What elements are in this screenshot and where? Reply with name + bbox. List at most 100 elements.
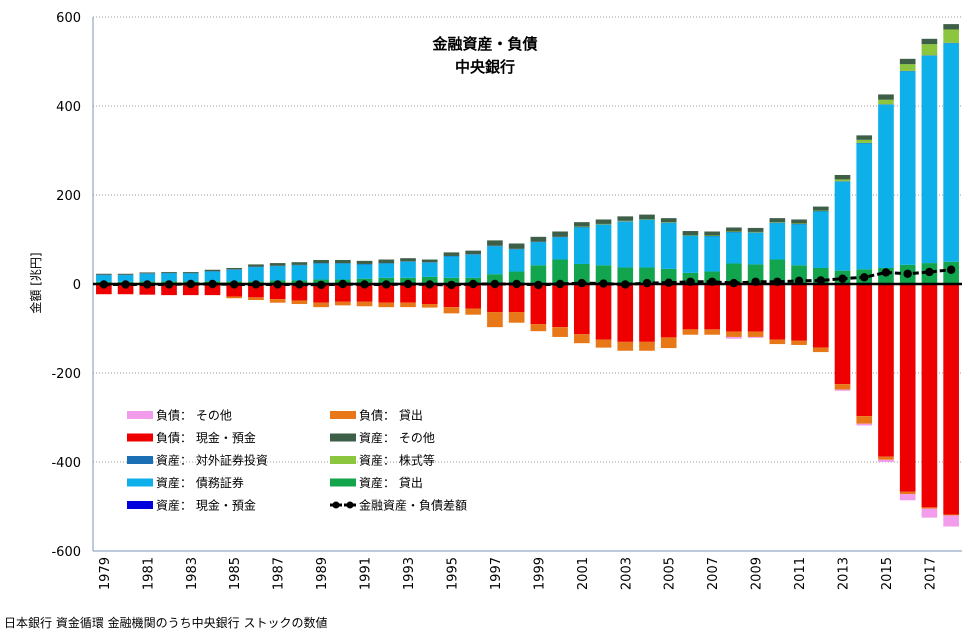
bar-segment xyxy=(639,267,655,284)
bar-segment xyxy=(400,302,416,308)
bar-segment xyxy=(617,284,634,342)
balance-point xyxy=(555,279,565,289)
bar-segment xyxy=(573,227,590,264)
bar-segment xyxy=(791,340,807,345)
bar-segment xyxy=(639,219,655,268)
bar-segment xyxy=(660,268,677,284)
bar-segment xyxy=(291,264,308,266)
bar-segment xyxy=(313,284,329,303)
bar-segment xyxy=(573,226,590,228)
bar-segment xyxy=(595,339,612,348)
balance-point xyxy=(338,279,348,289)
balance-point xyxy=(143,280,152,289)
bar-segment xyxy=(617,267,634,284)
legend-label: 資産： その他 xyxy=(359,430,435,445)
bar-segment xyxy=(682,329,699,335)
balance-point xyxy=(230,280,239,289)
bar-segment xyxy=(791,223,807,225)
bar-segment xyxy=(617,220,634,222)
bar-segment xyxy=(704,284,720,330)
bar-segment xyxy=(812,211,829,268)
bar-segment xyxy=(552,284,568,328)
bar-segment xyxy=(595,265,612,284)
balance-point xyxy=(707,277,717,286)
bar-segment xyxy=(791,219,807,224)
legend-label: 負債： その他 xyxy=(156,408,232,423)
bar-segment xyxy=(313,263,329,264)
legend-label: 資産： 株式等 xyxy=(359,453,435,468)
bar-segment xyxy=(313,263,329,280)
bar-segment xyxy=(856,416,873,424)
bar-segment xyxy=(812,210,829,212)
legend-swatch xyxy=(330,433,356,442)
bar-segment xyxy=(269,266,286,281)
bar-segment xyxy=(704,236,720,272)
legend-swatch xyxy=(127,501,153,509)
x-tick-label: 1997 xyxy=(489,557,504,590)
bar-segment xyxy=(943,514,959,516)
bar-segment xyxy=(682,235,699,236)
bar-segment xyxy=(356,263,373,265)
bar-segment xyxy=(182,271,199,273)
bar-segment xyxy=(182,284,199,296)
bar-segment xyxy=(747,331,764,337)
bar-segment xyxy=(921,55,938,264)
bar-segment xyxy=(508,249,525,272)
y-tick-label: -600 xyxy=(51,545,81,560)
bar-segment xyxy=(682,235,699,236)
bar-segment xyxy=(400,261,416,262)
bar-segment xyxy=(161,273,177,282)
bar-segment xyxy=(530,236,547,242)
bar-segment xyxy=(769,223,786,260)
x-tick-label: 2003 xyxy=(619,557,634,590)
bar-segment xyxy=(726,227,742,232)
bar-segment xyxy=(421,262,438,277)
legend: 負債： その他 負債： 貸出負債： 現金・預金 資産： その他資産： 対外証券投資資… xyxy=(127,408,467,513)
y-tick-label: 200 xyxy=(56,189,81,204)
bar-segment xyxy=(248,284,264,298)
bar-segment xyxy=(834,384,851,390)
bar-segment xyxy=(204,271,221,272)
x-tick-label: 1993 xyxy=(402,557,417,590)
grid-lines xyxy=(93,16,962,463)
bar-segment xyxy=(269,263,286,266)
legend-label: 資産： 対外証券投資 xyxy=(156,453,268,468)
bar-segment xyxy=(943,515,959,527)
bar-segment xyxy=(573,227,590,228)
x-tick-label: 1979 xyxy=(98,557,113,590)
y-tick-label: 600 xyxy=(56,11,81,26)
bar-segment xyxy=(443,256,460,278)
bar-segment xyxy=(400,284,416,303)
bar-segment xyxy=(204,271,221,282)
bar-segment xyxy=(552,231,568,237)
bar-segment xyxy=(878,99,894,105)
bar-segment xyxy=(356,284,373,302)
legend-label: 負債： 貸出 xyxy=(359,408,423,423)
bar-segment xyxy=(487,274,503,284)
bar-segment xyxy=(595,219,612,224)
bar-segment xyxy=(400,258,416,262)
legend-label: 資産： 債務証券 xyxy=(156,475,244,490)
bar-segment xyxy=(421,262,438,263)
bar-segment xyxy=(660,223,677,269)
bar-segment xyxy=(226,284,243,297)
bar-segment xyxy=(899,494,916,501)
bar-segment xyxy=(660,218,677,223)
bar-segment xyxy=(769,259,786,284)
bar-segment xyxy=(248,264,264,267)
bar-segment xyxy=(487,284,503,313)
bar-segment xyxy=(421,304,438,308)
bar-segment xyxy=(487,246,503,275)
bar-segment xyxy=(356,264,373,279)
bar-segment xyxy=(617,221,634,222)
bar-segment xyxy=(248,297,264,301)
bar-segment xyxy=(921,284,938,508)
bar-segment xyxy=(182,273,199,282)
bar-segment xyxy=(443,284,460,308)
bar-segment xyxy=(161,272,177,274)
bar-segment xyxy=(313,302,329,308)
bar-segment xyxy=(943,24,959,30)
bar-segment xyxy=(226,296,243,299)
tick-labels: 600 400 200 0 -200 -400 -600 1979 1981 1983 1985 19… xyxy=(51,11,938,590)
bar-segment xyxy=(465,308,482,315)
